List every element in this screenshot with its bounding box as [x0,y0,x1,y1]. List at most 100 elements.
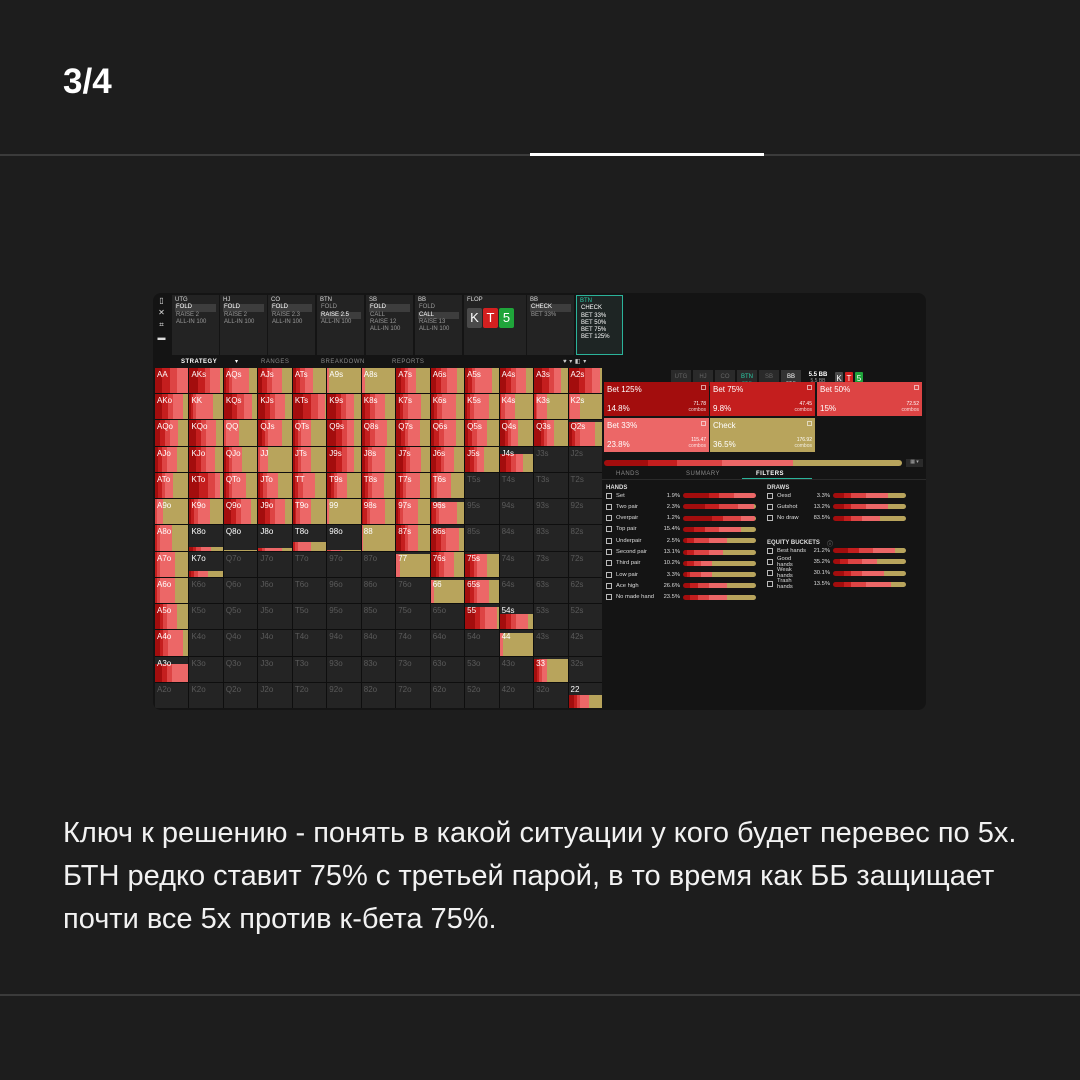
filter-row[interactable]: Overpair 1.2% [606,514,756,523]
filter-checkbox[interactable] [767,492,773,499]
action-option[interactable]: ALL-IN 100 [419,326,450,333]
filter-checkbox[interactable] [767,503,773,510]
hand-cell[interactable]: AKo [155,394,189,420]
hand-cell[interactable]: 74o [396,630,430,656]
hand-cell[interactable]: T3s [534,472,568,499]
expand-icon[interactable] [807,421,812,426]
action-option[interactable]: ALL-IN 100 [176,318,207,325]
hand-cell[interactable]: T9o [292,499,327,525]
hand-cell[interactable]: K3o [189,656,223,682]
hand-cell[interactable]: KTo [189,472,223,499]
hand-cell[interactable]: 97o [327,551,361,577]
gamepad-icon[interactable]: ▬ [157,333,166,342]
action-option[interactable]: BET 125% [581,334,610,341]
hand-cell[interactable]: T5s [465,472,499,499]
hand-cell[interactable]: A7o [155,551,189,577]
hand-cell[interactable]: A5s [465,368,499,394]
filter-checkbox[interactable] [606,582,612,589]
hand-cell[interactable]: J9o [258,499,292,525]
focus-icon[interactable]: ⌗ [159,320,164,329]
action-column-btn[interactable]: BTN FOLD RAISE 2.5 ALL-IN 100 [317,295,364,355]
action-column-sb[interactable]: SB FOLD CALL RAISE 12 ALL-IN 100 [366,295,413,355]
hand-cell[interactable]: K9s [327,394,361,420]
hand-cell[interactable]: JTo [258,472,292,499]
hand-cell[interactable]: Q9s [327,420,361,446]
hand-cell[interactable]: 94o [327,630,361,656]
filter-checkbox[interactable] [606,560,612,567]
hand-cell[interactable]: 42o [499,682,534,708]
hand-cell[interactable]: 53o [465,656,499,682]
hand-cell[interactable]: T3o [292,656,327,682]
hand-cell[interactable]: Q2s [568,420,602,446]
hand-cell[interactable]: K6o [189,577,223,604]
hand-cell[interactable]: K8s [361,394,396,420]
hand-cell[interactable]: ATo [155,472,189,499]
hand-cell[interactable]: 22 [568,682,602,708]
hand-cell[interactable]: Q6o [223,577,258,604]
filter-row[interactable]: No draw 83.5% [767,514,906,523]
hand-cell[interactable]: KQo [189,420,223,446]
action-option[interactable]: FOLD [175,304,216,312]
hand-cell[interactable]: 54s [499,604,534,630]
hand-cell[interactable]: AA [155,368,189,394]
hand-cell[interactable]: J7o [258,551,292,577]
hand-cell[interactable]: QJs [258,420,292,446]
filter-row[interactable]: Two pair 2.3% [606,502,756,511]
filter-row[interactable]: Best hands 21.2% [767,546,906,555]
hand-cell[interactable]: 98s [361,499,396,525]
filter-row[interactable]: Top pair 15.4% [606,525,756,534]
hand-cell[interactable]: JTs [292,446,327,472]
bookmark-icon[interactable]: ▯ [159,296,164,305]
hand-cell[interactable]: 64s [499,577,534,604]
hand-cell[interactable]: J5s [465,446,499,472]
hand-cell[interactable]: 76s [430,551,465,577]
hand-cell[interactable]: QJo [223,446,258,472]
hand-cell[interactable]: 63s [534,577,568,604]
hand-cell[interactable]: K2o [189,682,223,708]
action-option[interactable]: BET 33% [581,312,607,319]
hand-cell[interactable]: A6o [155,577,189,604]
hand-cell[interactable]: 42s [568,630,602,656]
action-column-utg[interactable]: UTG FOLD RAISE 2 ALL-IN 100 [172,295,219,355]
hand-cell[interactable]: KK [189,394,223,420]
action-option[interactable]: ALL-IN 100 [224,318,255,325]
hand-cell[interactable]: 65o [430,604,465,630]
filter-checkbox[interactable] [606,492,612,499]
action-box-bet50[interactable]: Bet 50% 15% 72.52 combos [817,382,922,416]
hand-cell[interactable]: 54o [465,630,499,656]
hand-cell[interactable]: Q8s [361,420,396,446]
action-option[interactable]: BET 33% [531,311,557,318]
hand-cell[interactable]: Q8o [223,525,258,551]
hand-cell[interactable]: 52s [568,604,602,630]
action-option[interactable]: BET 50% [581,319,607,326]
strategy-dropdown-chevron-icon[interactable]: ▾ [235,359,239,365]
action-option[interactable]: RAISE 2 [176,311,200,318]
tab-breakdown[interactable]: BREAKDOWN [321,358,365,365]
hand-cell[interactable]: J6s [430,446,465,472]
hand-cell[interactable]: 73o [396,656,430,682]
filter-checkbox[interactable] [606,515,612,522]
hand-cell[interactable]: 65s [465,577,499,604]
hand-cell[interactable]: 55 [465,604,499,630]
hand-cell[interactable]: 85s [465,525,499,551]
hand-cell[interactable]: 83s [534,525,568,551]
action-option[interactable]: RAISE 2.5 [320,311,361,319]
filter-checkbox[interactable] [767,581,773,588]
filter-row[interactable]: No made hand 23.5% [606,593,756,602]
hand-cell[interactable]: Q7s [396,420,430,446]
hand-cell[interactable]: J3s [534,446,568,472]
hand-cell[interactable]: J4o [258,630,292,656]
action-column-hj[interactable]: HJ FOLD RAISE 2 ALL-IN 100 [220,295,267,355]
action-option[interactable]: RAISE 2 [224,311,248,318]
hand-cell[interactable]: 63o [430,656,465,682]
info-icon[interactable]: ⓘ [827,542,834,548]
hand-cell[interactable]: K4o [189,630,223,656]
filter-checkbox[interactable] [606,526,612,533]
hand-cell[interactable]: Q9o [223,499,258,525]
expand-icon[interactable] [914,385,919,390]
hand-cell[interactable]: 75s [465,551,499,577]
action-option[interactable]: FOLD [271,304,312,312]
hand-cell[interactable]: 88 [361,525,396,551]
panel-tab-hands[interactable]: HANDS [616,471,640,477]
action-box-bet125[interactable]: Bet 125% 14.8% 71.78 combos [604,382,709,416]
